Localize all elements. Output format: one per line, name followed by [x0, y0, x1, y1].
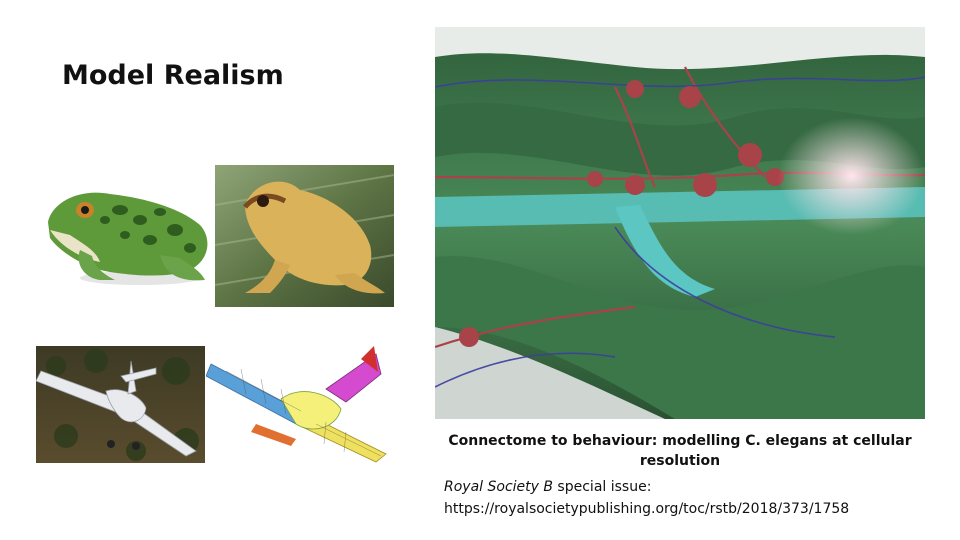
- tree-frog-image: [215, 165, 394, 307]
- caption-url[interactable]: https://royalsocietypublishing.org/toc/r…: [444, 501, 850, 517]
- leopard-frog-image: [40, 180, 212, 290]
- c-elegans-connectome-render-image: [435, 27, 925, 419]
- caption-journal-suffix: special issue:: [552, 479, 652, 495]
- airplane-cad-model-image: [206, 344, 392, 466]
- caption-journal-line: Royal Society B special issue:: [444, 476, 944, 498]
- caption-source: Royal Society B special issue: https://r…: [444, 476, 944, 520]
- caption-heading: Connectome to behaviour: modelling C. el…: [448, 433, 912, 469]
- slide-title: Model Realism: [62, 60, 284, 91]
- airplane-photo-image: [36, 346, 205, 463]
- caption-journal: Royal Society B: [444, 479, 553, 495]
